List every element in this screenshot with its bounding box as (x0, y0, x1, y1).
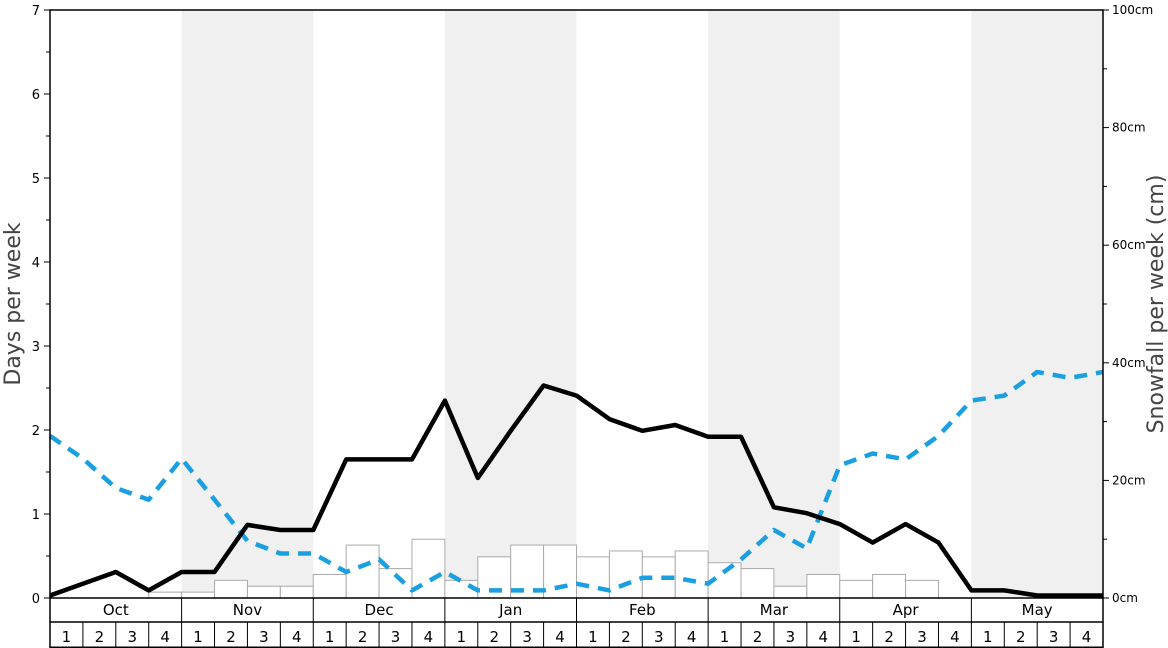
snowfall-bar (214, 579, 248, 599)
week-label: 4 (160, 628, 170, 646)
solid-series-line (49, 383, 1103, 598)
snowfall-bar (872, 573, 907, 599)
snowfall-bar (279, 585, 314, 599)
snowfall-bar (773, 585, 808, 599)
snowfall-bar (181, 591, 216, 599)
month-shade (444, 10, 577, 598)
month-label: Apr (893, 601, 920, 619)
snowfall-bar (839, 579, 874, 599)
week-label: 2 (753, 628, 763, 646)
left-tick-label: 2 (32, 424, 40, 439)
snowfall-bar (806, 573, 841, 599)
snowfall-bar (674, 550, 709, 599)
month-label: Nov (233, 601, 262, 619)
week-label: 4 (424, 628, 434, 646)
left-tick-label: 7 (32, 4, 40, 19)
week-label: 1 (983, 628, 993, 646)
line-layer (48, 369, 1104, 598)
snowfall-bar (148, 591, 183, 599)
week-label: 3 (127, 628, 137, 646)
month-shade (181, 10, 314, 598)
snowfall-bar (543, 544, 577, 599)
snowfall-bar (905, 579, 939, 599)
week-label: 3 (917, 628, 927, 646)
snowfall-bar (576, 556, 610, 599)
week-label: 3 (786, 628, 796, 646)
week-label: 3 (654, 628, 664, 646)
week-label: 1 (325, 628, 335, 646)
snowfall-bar (345, 544, 380, 599)
week-label: 4 (555, 628, 565, 646)
right-tick-label: 40cm (1112, 356, 1146, 370)
snowfall-bar (740, 568, 775, 599)
left-tick-label: 5 (32, 172, 40, 187)
right-tick-label: 100cm (1112, 3, 1153, 17)
week-label: 4 (950, 628, 960, 646)
y-axis-title-left: Days per week (1, 222, 26, 385)
week-label: 3 (522, 628, 532, 646)
y-axis-title-right: Snowfall per week (cm) (1144, 175, 1168, 434)
snowfall-bar (312, 573, 347, 599)
week-label: 2 (621, 628, 631, 646)
snowfall-bar (246, 585, 281, 599)
dashed-series-line (48, 369, 1104, 593)
right-tick-label: 20cm (1112, 473, 1146, 487)
week-label: 1 (588, 628, 598, 646)
week-label: 1 (851, 628, 861, 646)
month-shade (971, 10, 1103, 598)
week-label: 1 (193, 628, 203, 646)
right-tick-label: 80cm (1112, 121, 1146, 135)
left-tick-label: 0 (32, 592, 40, 607)
week-label: 1 (720, 628, 730, 646)
left-tick-label: 6 (32, 88, 40, 103)
month-label: Oct (103, 601, 129, 619)
month-label: Mar (760, 601, 789, 619)
week-label: 4 (292, 628, 302, 646)
week-label: 4 (687, 628, 697, 646)
snowfall-bar (608, 550, 643, 599)
week-label: 2 (1016, 628, 1026, 646)
week-label: 2 (95, 628, 105, 646)
month-shade (708, 10, 840, 598)
left-tick-label: 4 (32, 256, 40, 271)
snowfall-bar (378, 568, 413, 599)
week-label: 3 (391, 628, 401, 646)
month-label: May (1022, 601, 1053, 619)
week-label: 4 (1082, 628, 1092, 646)
week-label: 1 (62, 628, 72, 646)
right-tick-label: 60cm (1112, 238, 1146, 252)
axis-layer: 0 1 2 3 4 5 6 7 0cm 20cm 40cm 60cm 80cm 100cm (32, 3, 1153, 607)
week-label: 2 (226, 628, 236, 646)
week-label: 1 (457, 628, 467, 646)
week-label: 4 (819, 628, 829, 646)
week-label: 3 (259, 628, 269, 646)
shade-layer (181, 10, 1103, 598)
left-tick-label: 3 (32, 340, 40, 355)
left-tick-label: 1 (32, 508, 40, 523)
right-tick-label: 0cm (1112, 591, 1138, 605)
week-label: 2 (489, 628, 499, 646)
month-label: Feb (629, 601, 656, 619)
month-label: Dec (365, 601, 394, 619)
week-label: 2 (358, 628, 368, 646)
week-label: 3 (1049, 628, 1059, 646)
month-label: Jan (498, 601, 522, 619)
x-axis-layer: Oct 1 2 3 4 Nov 1 2 3 4 Dec 1 2 3 4 Jan 1 2 3 4 Feb 1 2 3 4 Mar 1 2… (49, 598, 1104, 648)
week-label: 2 (884, 628, 894, 646)
